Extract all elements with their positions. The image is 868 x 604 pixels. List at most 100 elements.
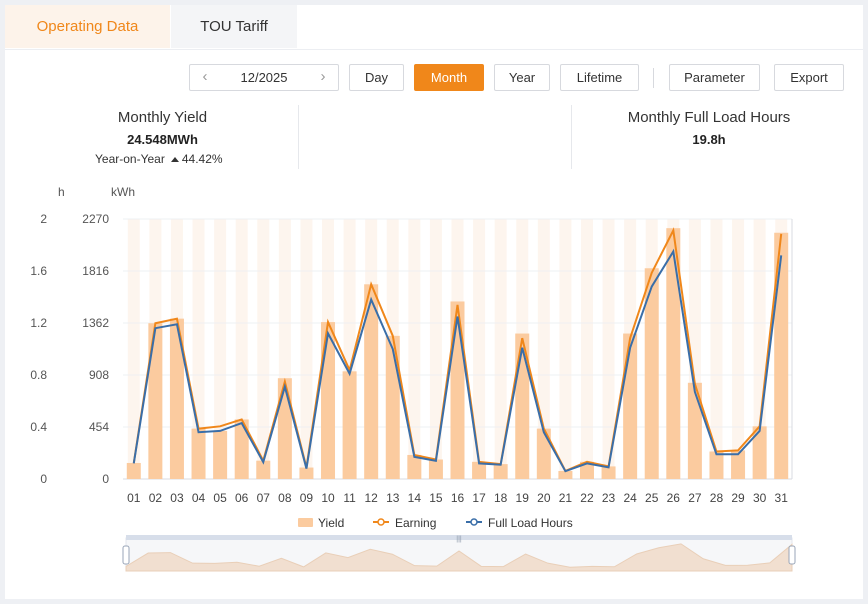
- left-axis-tick-label: 2: [40, 212, 47, 226]
- zoom-slider-right-handle[interactable]: [788, 545, 796, 565]
- yield-bar[interactable]: [277, 378, 292, 479]
- x-tick-label: 31: [775, 491, 789, 505]
- period-day-button[interactable]: Day: [349, 64, 404, 91]
- yield-bar[interactable]: [623, 333, 638, 479]
- yield-bar[interactable]: [774, 232, 789, 479]
- x-tick-label: 22: [580, 491, 594, 505]
- yield-bar[interactable]: [687, 382, 702, 479]
- yield-bar[interactable]: [191, 428, 206, 479]
- x-tick-label: 02: [149, 491, 163, 505]
- yield-bar[interactable]: [148, 323, 163, 479]
- tab-bar: Operating Data TOU Tariff: [5, 5, 863, 50]
- right-axis-tick-label: 0: [102, 472, 109, 486]
- yield-bar[interactable]: [169, 318, 184, 479]
- yield-bar[interactable]: [558, 470, 573, 479]
- yield-bar[interactable]: [342, 371, 357, 479]
- yield-bar[interactable]: [428, 459, 443, 479]
- period-month-button[interactable]: Month: [414, 64, 484, 91]
- category-band: [580, 219, 593, 479]
- chevron-left-icon[interactable]: ‹: [202, 68, 208, 85]
- yield-bar[interactable]: [407, 454, 422, 479]
- left-axis-tick-label: 0: [40, 472, 47, 486]
- x-tick-label: 09: [300, 491, 314, 505]
- yield-bar[interactable]: [364, 284, 379, 479]
- yield-bar[interactable]: [472, 461, 487, 479]
- tab-tou-tariff[interactable]: TOU Tariff: [171, 5, 297, 48]
- yield-bar[interactable]: [536, 428, 551, 479]
- right-axis-tick-label: 2270: [82, 212, 109, 226]
- category-band: [559, 219, 572, 479]
- zoom-slider-grip-icon[interactable]: |||: [456, 536, 462, 543]
- x-tick-label: 04: [192, 491, 206, 505]
- category-band: [257, 219, 270, 479]
- left-axis-tick-label: 1.2: [30, 316, 47, 330]
- yield-bar[interactable]: [450, 301, 465, 479]
- yield-bar[interactable]: [321, 322, 336, 479]
- parameter-button[interactable]: Parameter: [669, 64, 760, 91]
- x-tick-label: 10: [321, 491, 335, 505]
- x-tick-label: 28: [710, 491, 724, 505]
- tab-operating-data[interactable]: Operating Data: [5, 5, 170, 48]
- left-axis-tick-label: 0.4: [30, 420, 47, 434]
- x-tick-label: 29: [731, 491, 745, 505]
- x-tick-label: 26: [667, 491, 681, 505]
- category-band: [602, 219, 615, 479]
- period-lifetime-button[interactable]: Lifetime: [560, 64, 639, 91]
- yield-bar[interactable]: [709, 451, 724, 479]
- zoom-slider-top-bar[interactable]: [126, 535, 792, 540]
- yield-bar[interactable]: [126, 462, 141, 479]
- chevron-right-icon[interactable]: ›: [320, 68, 326, 85]
- yield-bar[interactable]: [234, 419, 249, 479]
- x-tick-label: 01: [127, 491, 141, 505]
- toolbar-divider: [653, 68, 654, 88]
- right-axis-tick-label: 454: [89, 420, 109, 434]
- period-year-button[interactable]: Year: [494, 64, 550, 91]
- x-tick-label: 06: [235, 491, 249, 505]
- category-band: [300, 219, 313, 479]
- export-button[interactable]: Export: [774, 64, 844, 91]
- category-band: [214, 219, 227, 479]
- yield-bar[interactable]: [731, 450, 746, 479]
- category-band: [127, 219, 140, 479]
- yoy-label: Year-on-Year: [95, 152, 165, 166]
- yield-bar[interactable]: [385, 335, 400, 479]
- monthly-flh-value: 19.8h: [692, 132, 726, 147]
- right-axis-tick-label: 1816: [82, 264, 109, 278]
- x-tick-label: 11: [343, 491, 356, 505]
- yield-bar[interactable]: [256, 460, 271, 479]
- yield-bar[interactable]: [644, 268, 659, 479]
- x-tick-label: 16: [451, 491, 465, 505]
- category-band: [710, 219, 723, 479]
- legend-flh-label[interactable]: Full Load Hours: [488, 516, 573, 530]
- x-tick-label: 19: [516, 491, 530, 505]
- x-tick-label: 13: [386, 491, 400, 505]
- x-tick-label: 30: [753, 491, 767, 505]
- legend-earning-marker: [377, 518, 385, 526]
- category-band: [473, 219, 486, 479]
- stats-divider: [571, 105, 572, 169]
- yield-bar[interactable]: [299, 467, 314, 479]
- month-picker[interactable]: ‹ 12/2025 ›: [189, 64, 339, 91]
- zoom-slider-preview: [125, 543, 793, 572]
- x-tick-label: 07: [257, 491, 271, 505]
- month-picker-value[interactable]: 12/2025: [240, 70, 288, 85]
- yield-bar[interactable]: [493, 464, 508, 479]
- earning-line: [132, 227, 783, 473]
- yield-bar[interactable]: [213, 430, 228, 479]
- x-tick-label: 20: [537, 491, 551, 505]
- x-tick-label: 18: [494, 491, 508, 505]
- yield-bar[interactable]: [601, 466, 616, 479]
- left-axis-unit: h: [58, 185, 65, 199]
- zoom-slider-left-handle[interactable]: [122, 545, 130, 565]
- yield-bar[interactable]: [579, 461, 594, 479]
- legend-earning-label[interactable]: Earning: [395, 516, 436, 530]
- legend-yield-swatch[interactable]: [298, 518, 313, 527]
- right-axis-tick-label: 908: [89, 368, 109, 382]
- yield-bar[interactable]: [666, 228, 681, 479]
- monthly-yield-title: Monthly Yield: [117, 109, 208, 126]
- yield-bar[interactable]: [752, 426, 767, 479]
- x-tick-label: 03: [170, 491, 184, 505]
- legend-yield-label[interactable]: Yield: [318, 516, 344, 530]
- triangle-up-icon: [170, 156, 179, 162]
- legend-flh-marker: [470, 518, 478, 526]
